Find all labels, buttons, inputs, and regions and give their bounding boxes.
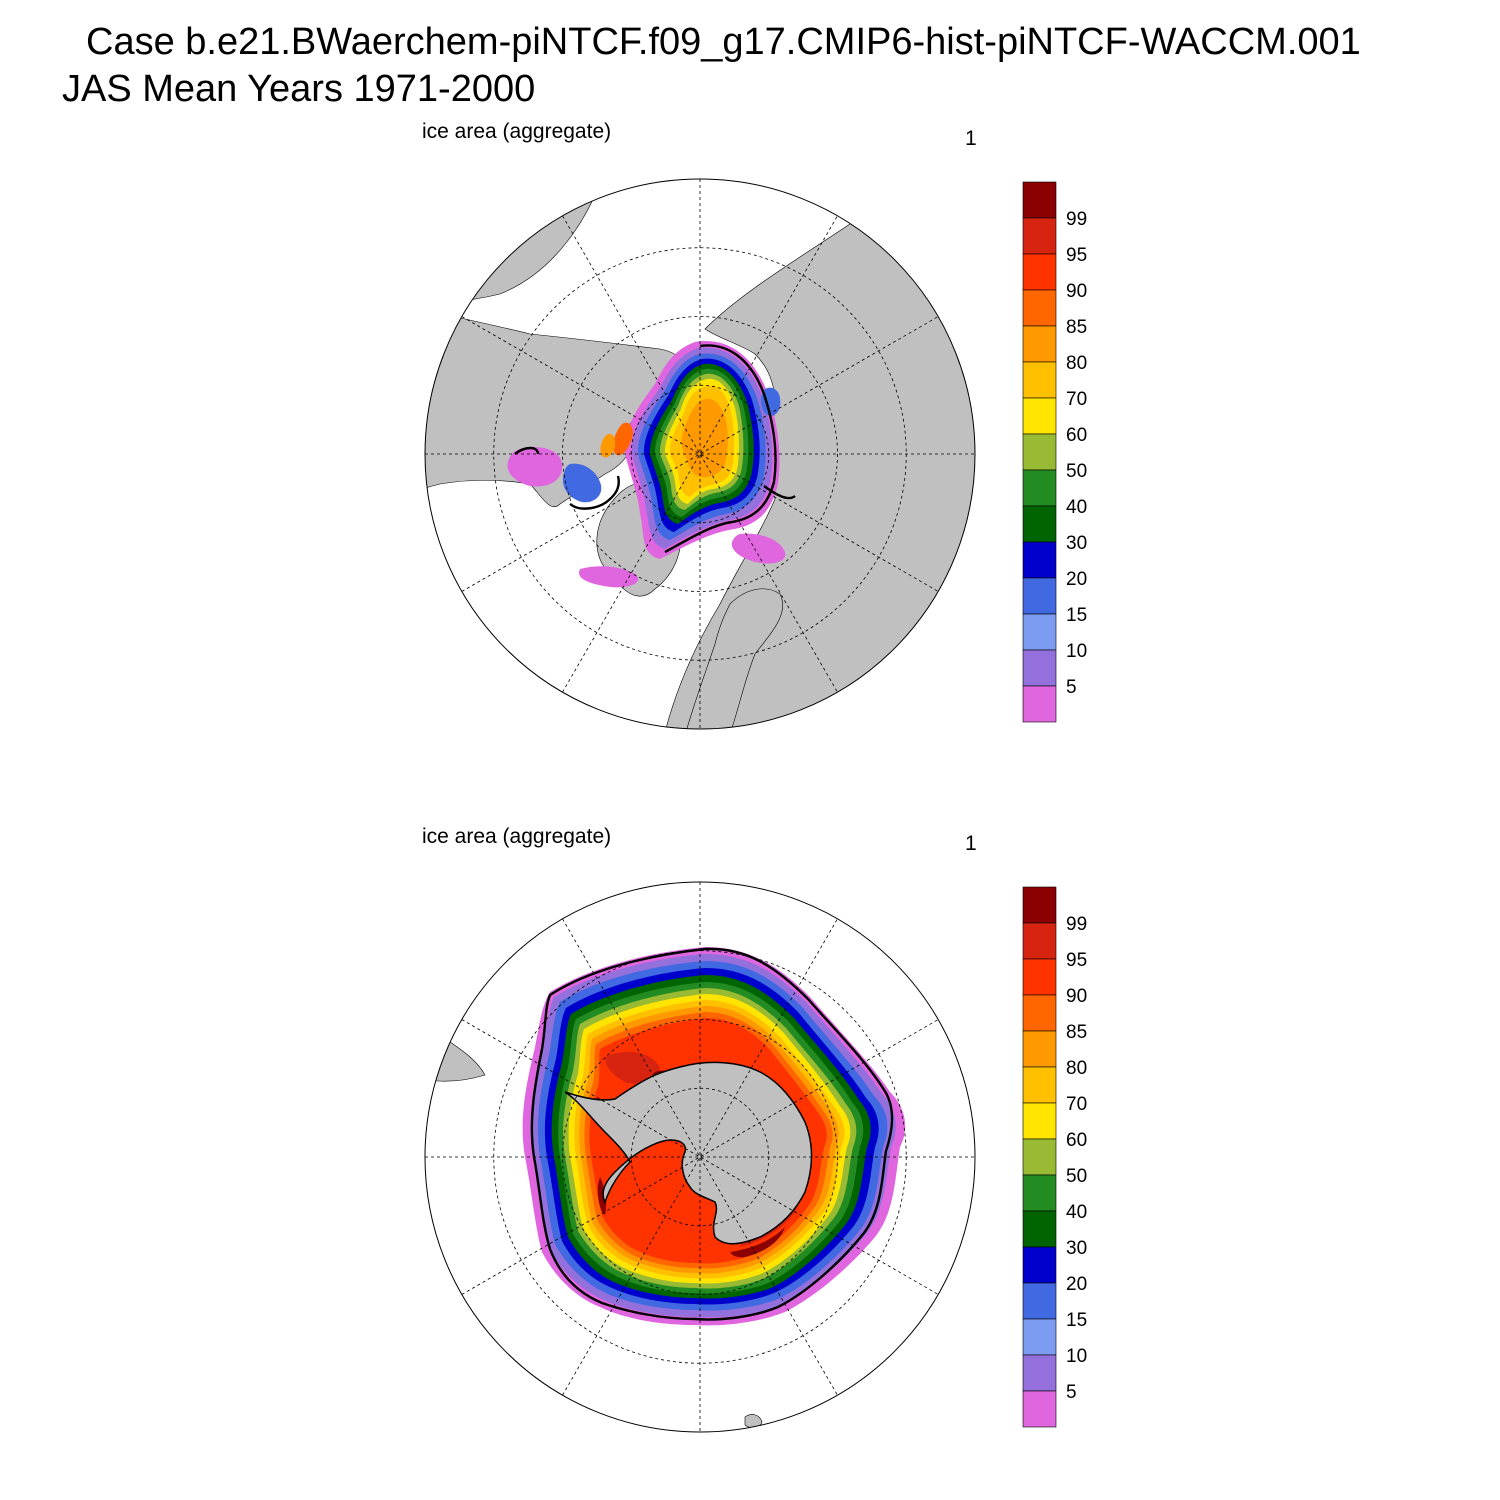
south-colorbar-box xyxy=(1022,922,1057,960)
north-colorbar-box xyxy=(1022,325,1057,363)
north-colorbar: 99 95 90 85 80 70 60 50 40 30 20 15 10 5 xyxy=(1022,181,1087,723)
south-colorbar-box xyxy=(1022,1210,1057,1248)
north-colorbar-box xyxy=(1022,397,1057,435)
north-colorbar-box xyxy=(1022,289,1057,327)
south-colorbar-box xyxy=(1022,1318,1057,1356)
south-colorbar-box xyxy=(1022,1174,1057,1212)
south-panel-number: 1 xyxy=(965,832,977,855)
south-colorbar-tick-label: 15 xyxy=(1066,1310,1087,1331)
south-colorbar-tick-label: 90 xyxy=(1066,986,1087,1007)
south-panel-label: ice area (aggregate) xyxy=(422,825,612,848)
north-colorbar-tick-label: 95 xyxy=(1066,245,1087,266)
south-colorbar-box xyxy=(1022,958,1057,996)
south-colorbar-box xyxy=(1022,1102,1057,1140)
north-colorbar-box xyxy=(1022,577,1057,615)
south-colorbar-tick-label: 20 xyxy=(1066,1274,1087,1295)
south-colorbar-tick-label: 5 xyxy=(1066,1382,1077,1403)
north-graticule xyxy=(425,179,975,729)
south-land-island xyxy=(744,1414,763,1428)
north-colorbar-box xyxy=(1022,181,1057,219)
north-colorbar-tick-label: 5 xyxy=(1066,677,1077,698)
south-land-antarctica xyxy=(564,1061,813,1245)
north-colorbar-box xyxy=(1022,217,1057,255)
north-map-border xyxy=(424,178,976,730)
north-colorbar-tick-label: 30 xyxy=(1066,533,1087,554)
south-colorbar-tick-label: 50 xyxy=(1066,1166,1087,1187)
north-sea-ice xyxy=(507,341,786,588)
north-observed-ice-edge xyxy=(514,344,796,554)
south-colorbar-tick-label: 60 xyxy=(1066,1130,1087,1151)
south-colorbar-tick-label: 85 xyxy=(1066,1022,1087,1043)
figure-title-line-2: JAS Mean Years 1971-2000 xyxy=(62,68,536,110)
north-colorbar-box xyxy=(1022,253,1057,291)
north-colorbar-tick-label: 90 xyxy=(1066,281,1087,302)
south-colorbar-box xyxy=(1022,1390,1057,1428)
north-colorbar-tick-label: 40 xyxy=(1066,497,1087,518)
north-land-europe xyxy=(679,588,783,729)
south-observed-ice-edge xyxy=(530,947,894,1321)
south-colorbar-box xyxy=(1022,994,1057,1032)
north-colorbar-box xyxy=(1022,505,1057,543)
north-colorbar-tick-label: 20 xyxy=(1066,569,1087,590)
north-colorbar-box xyxy=(1022,649,1057,687)
south-colorbar-box xyxy=(1022,886,1057,924)
south-colorbar-box xyxy=(1022,1030,1057,1068)
north-colorbar-box xyxy=(1022,541,1057,579)
north-colorbar-tick-label: 50 xyxy=(1066,461,1087,482)
north-colorbar-tick-label: 99 xyxy=(1066,209,1087,230)
south-colorbar-tick-label: 95 xyxy=(1066,950,1087,971)
south-colorbar-box xyxy=(1022,1246,1057,1284)
south-colorbar-tick-label: 10 xyxy=(1066,1346,1087,1367)
south-colorbar-tick-label: 40 xyxy=(1066,1202,1087,1223)
north-colorbar-tick-label: 60 xyxy=(1066,425,1087,446)
north-polar-map xyxy=(424,178,976,730)
north-colorbar-tick-label: 15 xyxy=(1066,605,1087,626)
south-graticule xyxy=(425,882,975,1432)
north-colorbar-box xyxy=(1022,361,1057,399)
north-colorbar-tick-label: 80 xyxy=(1066,353,1087,374)
south-polar-map xyxy=(424,881,976,1433)
south-colorbar-tick-label: 70 xyxy=(1066,1094,1087,1115)
south-map-border xyxy=(424,881,976,1433)
north-colorbar-box xyxy=(1022,469,1057,507)
south-colorbar-box xyxy=(1022,1138,1057,1176)
north-colorbar-tick-label: 70 xyxy=(1066,389,1087,410)
south-colorbar-box xyxy=(1022,1066,1057,1104)
north-colorbar-box xyxy=(1022,433,1057,471)
south-colorbar-box xyxy=(1022,1282,1057,1320)
south-colorbar-box xyxy=(1022,1354,1057,1392)
south-colorbar: 99 95 90 85 80 70 60 50 40 30 20 15 10 5 xyxy=(1022,886,1087,1428)
north-colorbar-box xyxy=(1022,685,1057,723)
north-colorbar-tick-label: 10 xyxy=(1066,641,1087,662)
north-panel-number: 1 xyxy=(965,127,977,150)
figure-title-line-1: Case b.e21.BWaerchem-piNTCF.f09_g17.CMIP… xyxy=(86,21,1361,63)
north-colorbar-tick-label: 85 xyxy=(1066,317,1087,338)
south-colorbar-tick-label: 30 xyxy=(1066,1238,1087,1259)
north-colorbar-box xyxy=(1022,613,1057,651)
south-colorbar-tick-label: 99 xyxy=(1066,914,1087,935)
south-colorbar-tick-label: 80 xyxy=(1066,1058,1087,1079)
north-panel-label: ice area (aggregate) xyxy=(422,120,612,143)
